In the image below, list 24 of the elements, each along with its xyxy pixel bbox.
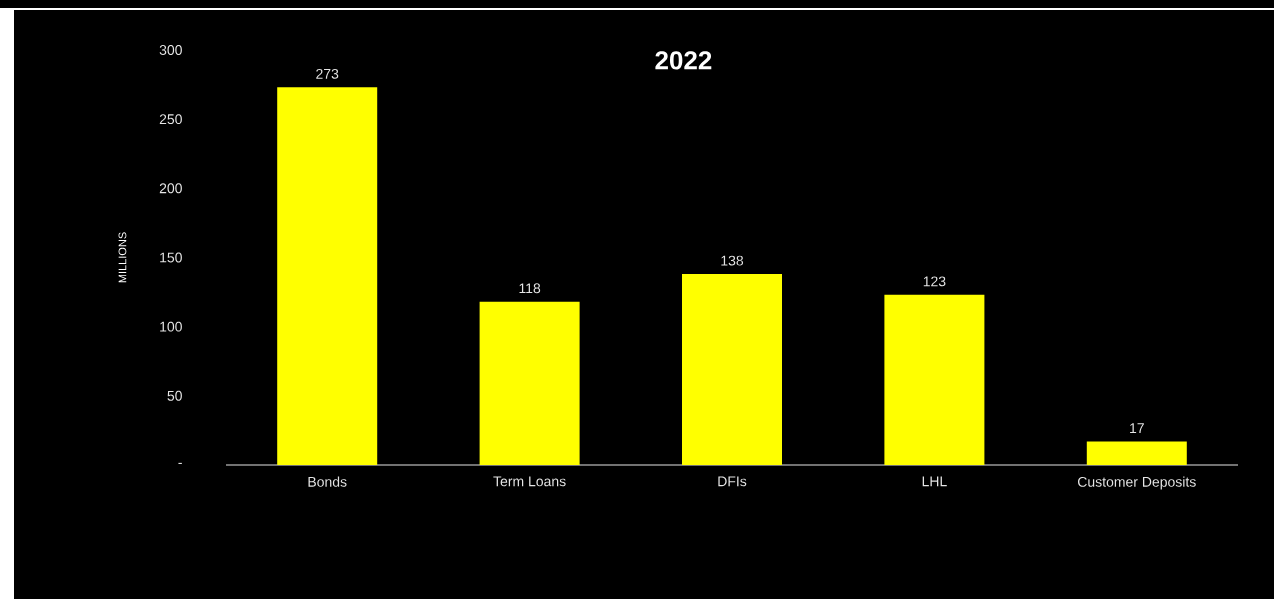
data-label: 123 (923, 276, 946, 287)
y-tick-label: 300 (159, 45, 182, 55)
chart-title: 2022 (655, 51, 712, 70)
bar (479, 301, 580, 465)
bar (884, 294, 985, 465)
y-tick-label: 50 (167, 390, 182, 401)
bar (1086, 441, 1187, 465)
y-tick-label: 150 (160, 252, 182, 263)
x-tick-label: Term Loans (493, 476, 566, 487)
data-label: 138 (721, 255, 744, 266)
y-tick-label: 250 (159, 114, 182, 125)
data-label: 17 (1130, 423, 1144, 433)
data-label: 273 (316, 68, 339, 79)
x-tick-label: LHL (922, 476, 947, 487)
y-tick-label: 100 (160, 321, 182, 332)
data-label: 118 (519, 283, 541, 294)
x-tick-label: Bonds (308, 476, 347, 487)
y-tick-label: - (178, 462, 182, 464)
bar (682, 274, 782, 465)
y-tick-label: 200 (159, 183, 182, 194)
bar (277, 87, 378, 465)
x-tick-label: Customer Deposits (1078, 476, 1196, 490)
x-tick-label: DFIs (718, 476, 747, 487)
y-axis-title: MILLIONS (118, 232, 127, 283)
